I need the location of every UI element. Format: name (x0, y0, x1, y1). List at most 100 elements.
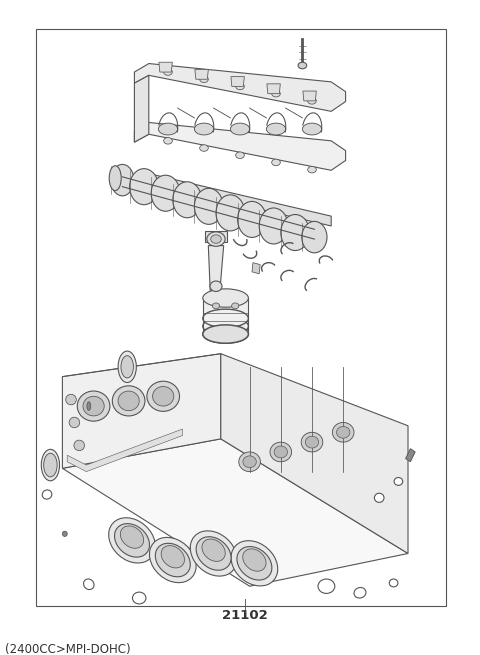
Ellipse shape (207, 232, 225, 246)
Ellipse shape (77, 391, 110, 421)
Polygon shape (203, 298, 249, 334)
Ellipse shape (111, 164, 134, 196)
Ellipse shape (272, 90, 280, 97)
Ellipse shape (196, 536, 231, 571)
Polygon shape (303, 91, 316, 101)
Ellipse shape (44, 453, 57, 477)
Ellipse shape (153, 386, 174, 406)
Ellipse shape (281, 215, 310, 250)
Ellipse shape (272, 159, 280, 166)
Ellipse shape (202, 539, 225, 561)
Ellipse shape (200, 145, 208, 151)
Ellipse shape (118, 391, 139, 411)
Ellipse shape (211, 235, 221, 243)
Ellipse shape (194, 123, 214, 135)
Ellipse shape (190, 531, 237, 576)
Ellipse shape (203, 309, 249, 328)
Ellipse shape (236, 83, 244, 90)
Ellipse shape (301, 432, 323, 452)
Ellipse shape (336, 426, 350, 438)
Ellipse shape (130, 169, 158, 204)
Ellipse shape (147, 381, 180, 411)
Polygon shape (62, 354, 221, 468)
Polygon shape (134, 64, 346, 111)
Polygon shape (134, 75, 149, 142)
Ellipse shape (164, 138, 172, 144)
Ellipse shape (66, 394, 76, 405)
Polygon shape (205, 231, 227, 242)
Polygon shape (406, 449, 415, 462)
Ellipse shape (74, 440, 84, 451)
Ellipse shape (237, 546, 272, 580)
Polygon shape (267, 84, 280, 94)
Ellipse shape (231, 303, 239, 309)
Ellipse shape (308, 166, 316, 173)
Polygon shape (159, 62, 172, 72)
Ellipse shape (333, 422, 354, 442)
Ellipse shape (158, 123, 178, 135)
Ellipse shape (87, 402, 91, 410)
Ellipse shape (69, 417, 80, 428)
Ellipse shape (243, 549, 266, 571)
Ellipse shape (84, 579, 94, 590)
Ellipse shape (83, 396, 104, 416)
Ellipse shape (266, 123, 286, 135)
Ellipse shape (109, 166, 121, 191)
Text: (2400CC>MPI-DOHC): (2400CC>MPI-DOHC) (5, 643, 131, 655)
Ellipse shape (389, 579, 398, 587)
Ellipse shape (200, 76, 208, 83)
Polygon shape (221, 354, 408, 553)
Ellipse shape (270, 442, 291, 462)
Polygon shape (67, 429, 182, 472)
Ellipse shape (308, 98, 316, 104)
Ellipse shape (203, 325, 249, 343)
Ellipse shape (231, 540, 278, 586)
Ellipse shape (394, 477, 403, 485)
Ellipse shape (212, 303, 219, 309)
Ellipse shape (132, 592, 146, 604)
Ellipse shape (203, 317, 249, 335)
Ellipse shape (210, 281, 222, 291)
Ellipse shape (164, 69, 172, 75)
Ellipse shape (42, 490, 52, 499)
Bar (36, 29, 446, 606)
Polygon shape (134, 122, 346, 170)
Ellipse shape (194, 189, 223, 224)
Polygon shape (149, 174, 331, 226)
Ellipse shape (62, 531, 67, 536)
Polygon shape (231, 77, 244, 86)
Ellipse shape (118, 351, 136, 383)
Ellipse shape (298, 62, 307, 69)
Ellipse shape (302, 123, 322, 135)
Ellipse shape (121, 356, 133, 378)
Ellipse shape (354, 588, 366, 598)
Ellipse shape (239, 452, 261, 472)
Polygon shape (195, 69, 208, 79)
Ellipse shape (243, 456, 256, 468)
Ellipse shape (203, 325, 249, 343)
Ellipse shape (374, 493, 384, 502)
Polygon shape (208, 246, 224, 291)
Ellipse shape (236, 152, 244, 159)
Ellipse shape (230, 123, 250, 135)
Polygon shape (252, 263, 260, 274)
Ellipse shape (173, 182, 202, 217)
Ellipse shape (120, 526, 144, 548)
Text: 21102: 21102 (222, 609, 268, 622)
Ellipse shape (156, 543, 190, 577)
Ellipse shape (41, 449, 60, 481)
Ellipse shape (305, 436, 319, 448)
Ellipse shape (238, 202, 266, 237)
Ellipse shape (216, 195, 245, 231)
Ellipse shape (274, 446, 288, 458)
Ellipse shape (115, 523, 149, 557)
Ellipse shape (112, 386, 145, 416)
Ellipse shape (318, 579, 335, 593)
Ellipse shape (149, 537, 196, 583)
Polygon shape (62, 439, 408, 586)
Ellipse shape (259, 208, 288, 244)
Ellipse shape (151, 176, 180, 211)
Ellipse shape (302, 221, 327, 253)
Ellipse shape (203, 289, 249, 307)
Ellipse shape (108, 517, 156, 563)
